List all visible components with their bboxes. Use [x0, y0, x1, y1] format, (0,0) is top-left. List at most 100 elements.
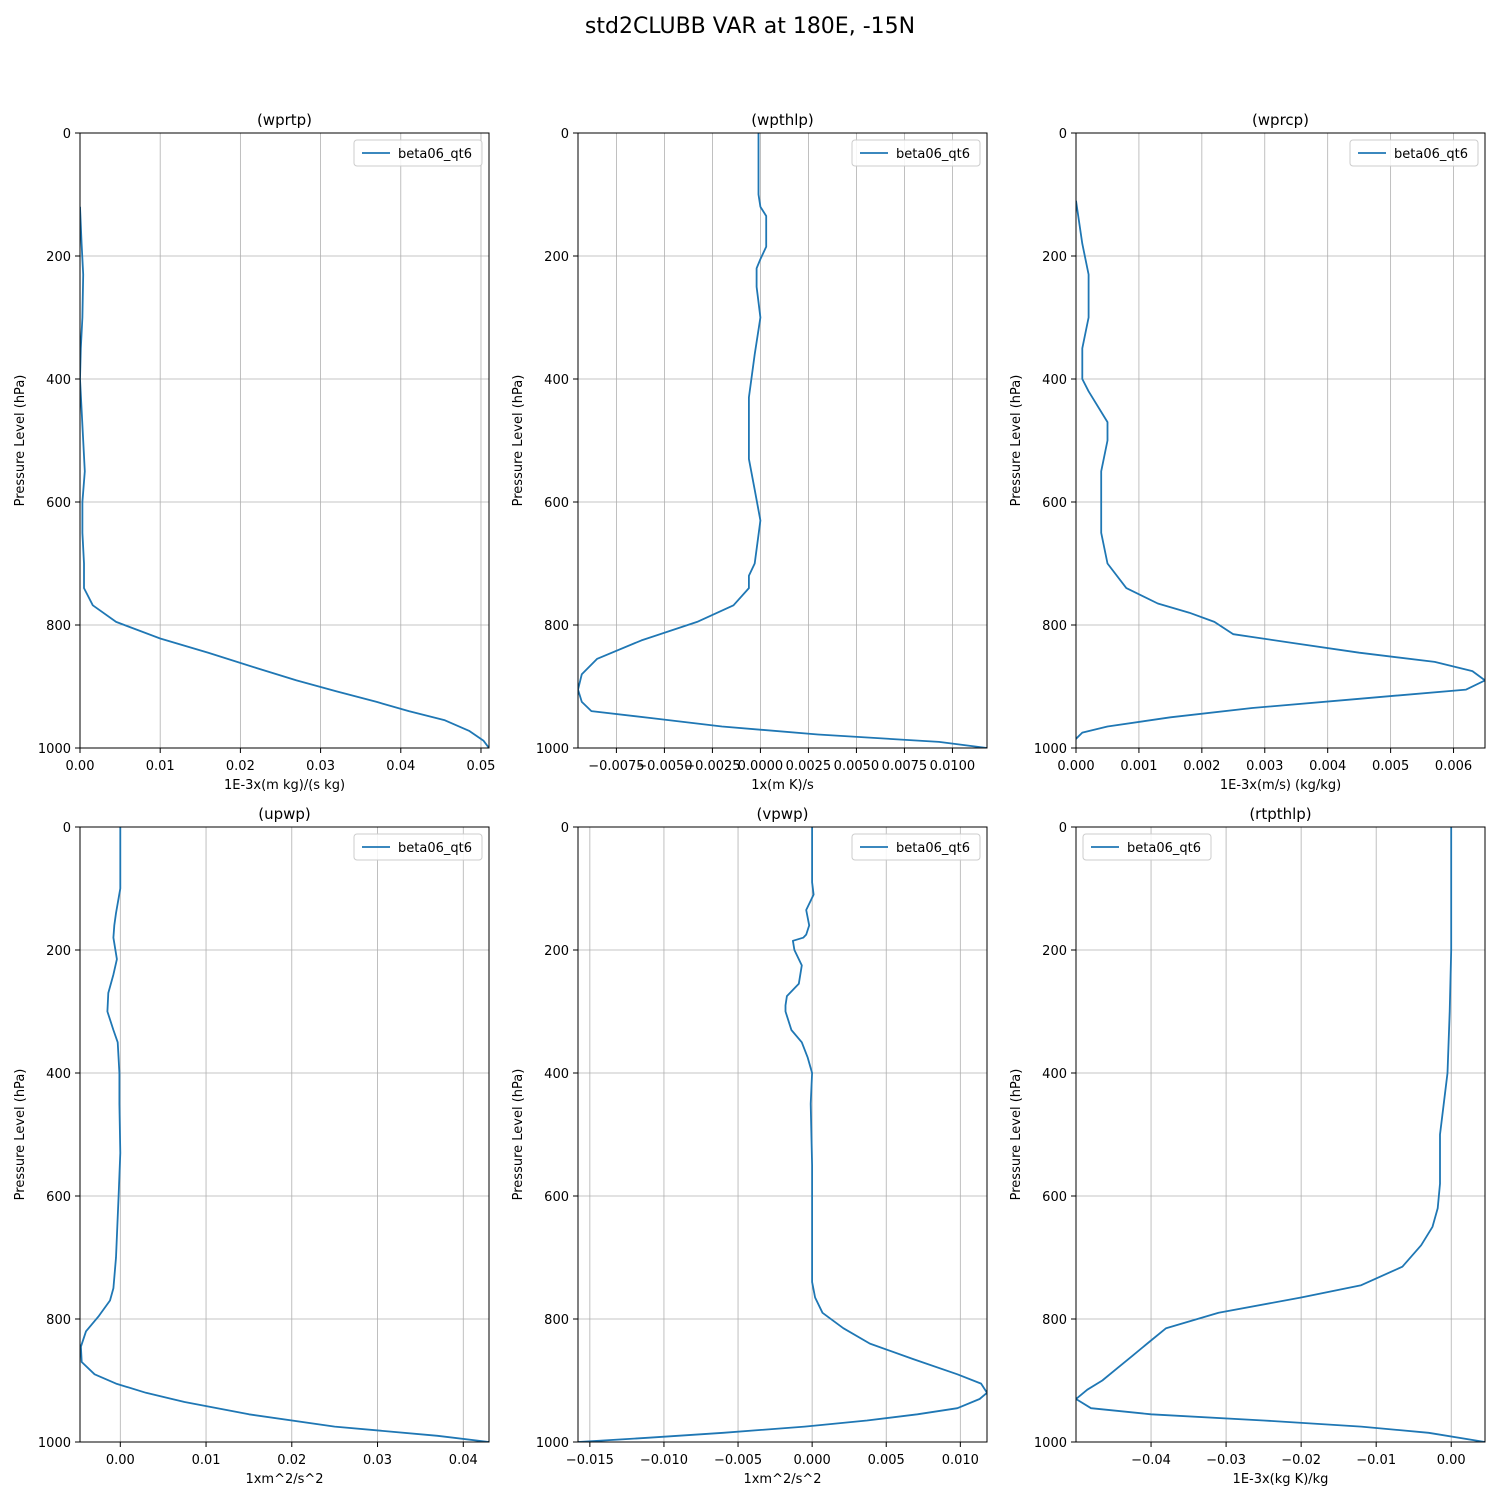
x-axis-label: 1x(m K)/s: [751, 778, 814, 793]
axes-frame: [577, 826, 988, 1443]
y-tick-label: 0: [1059, 127, 1067, 142]
y-tick-label: 600: [1042, 1190, 1067, 1205]
y-tick-label: 600: [1042, 496, 1067, 511]
x-tick-label: −0.01: [1356, 1453, 1396, 1468]
x-axis-label: 1E-3x(m kg)/(s kg): [224, 778, 345, 793]
legend-box: [1082, 833, 1212, 861]
x-tick-label: 0.001: [1120, 759, 1157, 774]
x-tick-label: 0.002: [1183, 759, 1220, 774]
chart-panel-3: 0.000 0.001 0.002 0.003 0.004 0.005 0.006 0 200 4…: [1009, 111, 1486, 793]
chart-title: (upwp): [258, 805, 311, 823]
x-tick-label: 0.0050: [834, 759, 880, 774]
legend-label: beta06_qt6: [1127, 841, 1201, 856]
x-tick-label: −0.005: [714, 1453, 762, 1468]
x-tick-label: 0.01: [146, 759, 175, 774]
x-axis-label: 1E-3x(m/s) (kg/kg): [1220, 778, 1341, 793]
y-axis-label: Pressure Level (hPa): [511, 1069, 526, 1201]
x-tick-label: 0.04: [449, 1453, 478, 1468]
y-tick-label: 200: [544, 250, 569, 265]
chart-panel-1: 0.00 0.01 0.02 0.03 0.04 0.05 0 200 400 600 800 100…: [13, 111, 495, 793]
y-tick-label: 400: [544, 1067, 569, 1082]
x-tick-label: 0.003: [1246, 759, 1283, 774]
axes-frame: [79, 132, 490, 749]
y-tick-label: 800: [544, 619, 569, 634]
x-tick-label: −0.04: [1131, 1453, 1171, 1468]
y-tick-label: 0: [63, 821, 71, 836]
x-tick-label: 0.0025: [786, 759, 832, 774]
series-line: [80, 206, 489, 748]
series-line: [578, 133, 987, 748]
legend-box: [851, 139, 981, 167]
x-tick-label: 0.0000: [738, 759, 784, 774]
y-tick-label: 1000: [536, 742, 569, 757]
x-tick-label: 0.000: [794, 1453, 831, 1468]
legend-box: [1349, 139, 1479, 167]
y-tick-label: 400: [46, 1067, 71, 1082]
y-tick-label: 1000: [1034, 1436, 1067, 1451]
x-tick-label: 0.02: [226, 759, 255, 774]
x-tick-label: 0.02: [277, 1453, 306, 1468]
x-tick-label: −0.02: [1281, 1453, 1321, 1468]
x-tick-label: 0.00: [1437, 1453, 1466, 1468]
x-tick-label: −0.015: [566, 1453, 614, 1468]
legend: beta06_qt6: [1349, 139, 1479, 167]
x-axis-label: 1xm^2/s^2: [245, 1472, 323, 1487]
y-tick-label: 200: [1042, 944, 1067, 959]
y-tick-label: 1000: [1034, 742, 1067, 757]
axes-frame: [577, 132, 988, 749]
y-tick-label: 0: [63, 127, 71, 142]
legend: beta06_qt6: [353, 139, 483, 167]
series-line: [1076, 827, 1485, 1442]
axes-frame: [79, 826, 490, 1443]
x-tick-label: −0.0050: [636, 759, 692, 774]
y-tick-label: 800: [1042, 1313, 1067, 1328]
x-tick-label: 0.00: [66, 759, 95, 774]
y-axis-label: Pressure Level (hPa): [1009, 375, 1024, 507]
y-tick-label: 0: [1059, 821, 1067, 836]
legend-box: [353, 833, 483, 861]
legend-label: beta06_qt6: [398, 147, 472, 162]
legend-label: beta06_qt6: [1394, 147, 1468, 162]
figure-title: std2CLUBB VAR at 180E, -15N: [584, 14, 916, 39]
y-tick-label: 800: [544, 1313, 569, 1328]
x-tick-label: 0.010: [942, 1453, 979, 1468]
y-tick-label: 1000: [38, 1436, 71, 1451]
x-tick-label: −0.010: [640, 1453, 688, 1468]
chart-panel-6: −0.04 −0.03 −0.02 −0.01 0.00 0 200 400 600 800 100…: [1009, 805, 1486, 1487]
y-axis-label: Pressure Level (hPa): [511, 375, 526, 507]
y-tick-label: 400: [46, 373, 71, 388]
y-tick-label: 400: [1042, 1067, 1067, 1082]
y-tick-label: 400: [544, 373, 569, 388]
legend: beta06_qt6: [353, 833, 483, 861]
y-tick-label: 200: [46, 250, 71, 265]
x-tick-label: 0.005: [868, 1453, 905, 1468]
x-tick-label: 0.005: [1372, 759, 1409, 774]
y-tick-label: 600: [46, 496, 71, 511]
chart-title: (wprcp): [1252, 111, 1309, 129]
x-tick-label: 0.05: [467, 759, 496, 774]
y-tick-label: 600: [46, 1190, 71, 1205]
y-axis-label: Pressure Level (hPa): [13, 1069, 28, 1201]
y-tick-label: 800: [46, 619, 71, 634]
chart-panel-4: 0.00 0.01 0.02 0.03 0.04 0 200 400 600 800 1000 (up…: [13, 805, 490, 1487]
legend-box: [353, 139, 483, 167]
y-tick-label: 0: [561, 127, 569, 142]
y-tick-label: 200: [46, 944, 71, 959]
y-tick-label: 600: [544, 496, 569, 511]
y-tick-label: 800: [1042, 619, 1067, 634]
y-tick-label: 200: [544, 944, 569, 959]
x-tick-label: 0.01: [192, 1453, 221, 1468]
legend-box: [851, 833, 981, 861]
x-tick-label: −0.0075: [588, 759, 644, 774]
x-tick-label: 0.006: [1435, 759, 1472, 774]
x-tick-label: 0.0075: [882, 759, 928, 774]
series-line: [1076, 200, 1485, 740]
x-axis-label: 1E-3x(kg K)/kg: [1233, 1472, 1329, 1487]
legend: beta06_qt6: [851, 833, 981, 861]
y-tick-label: 1000: [38, 742, 71, 757]
legend-label: beta06_qt6: [896, 147, 970, 162]
chart-title: (rtpthlp): [1249, 805, 1311, 823]
chart-panel-5: −0.015 −0.010 −0.005 0.000 0.005 0.010 0 200 400…: [511, 805, 988, 1487]
x-axis-label: 1xm^2/s^2: [743, 1472, 821, 1487]
